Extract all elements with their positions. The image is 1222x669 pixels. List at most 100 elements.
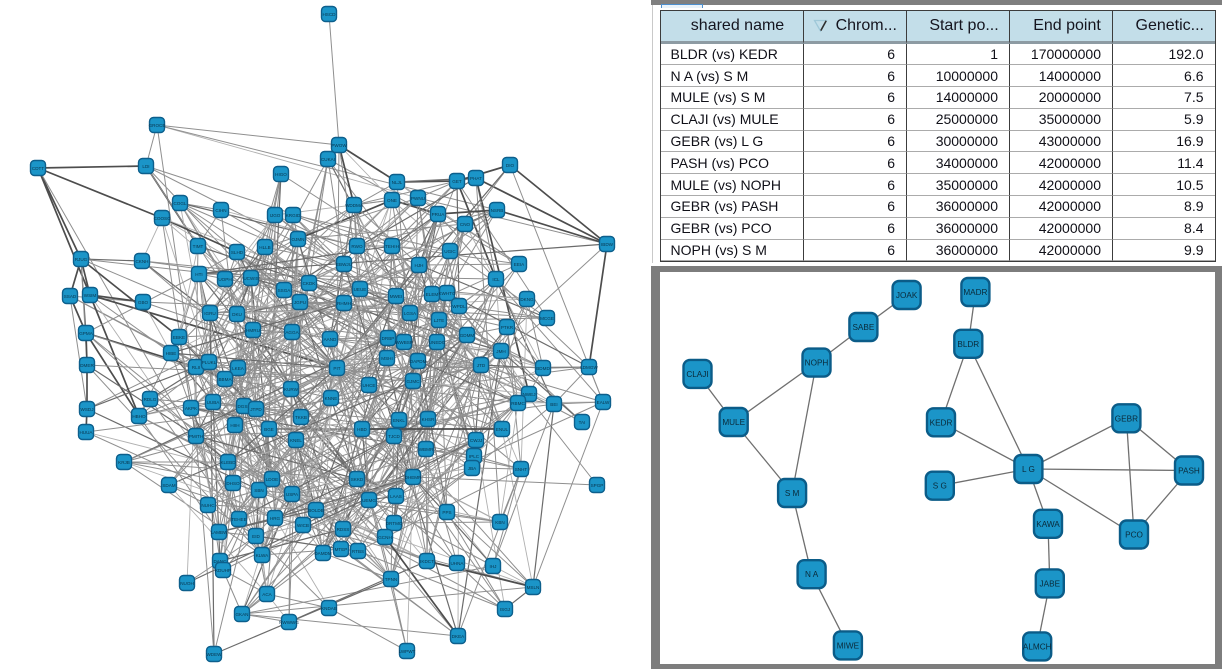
- svg-text:TJCD: TJCD: [388, 434, 400, 439]
- svg-text:CDTT: CDTT: [32, 166, 44, 171]
- svg-text:IKDCT: IKDCT: [420, 559, 434, 564]
- svg-text:DHEMR: DHEMR: [405, 475, 423, 480]
- svg-text:GDMM: GDMM: [460, 333, 475, 338]
- svg-text:TAI: TAI: [579, 420, 586, 425]
- svg-text:JTD: JTD: [477, 363, 486, 368]
- svg-text:KRGID: KRGID: [286, 213, 301, 218]
- svg-text:MADR: MADR: [963, 288, 987, 297]
- svg-text:GBO: GBO: [138, 300, 149, 305]
- svg-text:CKNH: CKNH: [135, 259, 148, 264]
- svg-text:MCGE: MCGE: [540, 316, 554, 321]
- svg-text:WDDMA: WDDMA: [345, 203, 364, 208]
- svg-text:NUOH: NUOH: [180, 581, 194, 586]
- svg-text:PHAT: PHAT: [470, 176, 482, 181]
- svg-text:HTI: HTI: [195, 272, 202, 277]
- svg-text:DHSO: DHSO: [226, 481, 240, 486]
- svg-text:UGIC: UGIC: [444, 249, 456, 254]
- svg-text:DKU: DKU: [232, 312, 242, 317]
- svg-text:GJMC: GJMC: [406, 379, 420, 384]
- svg-text:AGGA: AGGA: [285, 330, 299, 335]
- svg-text:RDLG: RDLG: [144, 397, 157, 402]
- svg-text:EALW: EALW: [597, 400, 610, 405]
- svg-text:KURW: KURW: [284, 387, 299, 392]
- svg-text:HMRU: HMRU: [246, 328, 260, 333]
- svg-text:HLLB: HLLB: [259, 245, 271, 250]
- svg-text:UNEDG: UNEDG: [429, 340, 446, 345]
- svg-text:GEBR: GEBR: [1115, 414, 1138, 423]
- svg-text:HBD: HBD: [357, 427, 367, 432]
- svg-text:SLHD: SLHD: [231, 250, 244, 255]
- svg-text:LDOE: LDOE: [266, 477, 279, 482]
- svg-text:RWO: RWO: [351, 244, 363, 249]
- svg-text:TKKB: TKKB: [295, 415, 307, 420]
- svg-text:BGE: BGE: [264, 427, 274, 432]
- svg-text:EID: EID: [252, 534, 260, 539]
- svg-text:LAMBW: LAMBW: [211, 530, 229, 535]
- svg-text:UEMG: UEMG: [362, 498, 376, 503]
- svg-text:PCO: PCO: [1125, 531, 1143, 540]
- svg-text:AKPK: AKPK: [185, 406, 198, 411]
- svg-text:SNHT: SNHT: [515, 467, 528, 472]
- svg-text:WSIM: WSIM: [84, 293, 97, 298]
- svg-text:KHSR: KHSR: [422, 417, 435, 422]
- svg-text:ENUL: ENUL: [496, 427, 509, 432]
- svg-text:SSAD: SSAD: [64, 294, 77, 299]
- svg-text:RBMC: RBMC: [511, 401, 525, 406]
- svg-text:N A: N A: [805, 570, 819, 579]
- svg-text:HIIH: HIIH: [230, 423, 239, 428]
- svg-text:CLAJI: CLAJI: [686, 370, 708, 379]
- svg-text:WICB: WICB: [297, 523, 309, 528]
- svg-text:L G: L G: [1022, 465, 1035, 474]
- svg-text:PIT: PIT: [333, 366, 340, 371]
- svg-text:BEI: BEI: [550, 402, 557, 407]
- svg-text:OJMN: OJMN: [291, 237, 304, 242]
- svg-text:RLII: RLII: [192, 365, 200, 370]
- svg-text:COOSC: COOSC: [154, 216, 172, 221]
- svg-text:LJTE: LJTE: [434, 318, 445, 323]
- svg-text:RTBS: RTBS: [352, 549, 364, 554]
- svg-text:KLEBD: KLEBD: [220, 460, 236, 465]
- svg-text:IHJ: IHJ: [490, 564, 497, 569]
- svg-text:BBMA: BBMA: [218, 377, 232, 382]
- svg-text:PASH: PASH: [1178, 467, 1200, 476]
- svg-text:JGPU: JGPU: [294, 300, 306, 305]
- svg-text:RJUG: RJUG: [75, 257, 88, 262]
- svg-text:JMH: JMH: [496, 349, 505, 354]
- svg-text:DKNG: DKNG: [520, 297, 534, 302]
- svg-text:KBN: KBN: [495, 520, 504, 525]
- svg-text:HSCD: HSCD: [322, 12, 336, 17]
- svg-text:NSRB: NSRB: [491, 208, 504, 213]
- svg-text:DIO: DIO: [506, 163, 515, 168]
- svg-text:KNEL: KNEL: [290, 438, 302, 443]
- svg-text:RHMH: RHMH: [337, 301, 351, 306]
- svg-text:GKAN: GKAN: [235, 612, 248, 617]
- svg-text:S G: S G: [933, 482, 947, 491]
- svg-text:TEHIH: TEHIH: [385, 244, 399, 249]
- svg-text:TEHEE: TEHEE: [231, 517, 246, 522]
- svg-text:IBDW: IBDW: [601, 242, 614, 247]
- svg-text:GPMA: GPMA: [79, 331, 93, 336]
- svg-text:NUHC: NUHC: [201, 503, 215, 508]
- svg-text:UUBA: UUBA: [207, 400, 221, 405]
- svg-text:DRTMC: DRTMC: [386, 521, 403, 526]
- svg-text:NLJL: NLJL: [392, 180, 403, 185]
- svg-text:PLUKL: PLUKL: [202, 360, 217, 365]
- svg-text:CWJJ: CWJJ: [470, 438, 482, 443]
- svg-text:PWOW: PWOW: [331, 143, 347, 148]
- svg-text:DGSK: DGSK: [237, 404, 251, 409]
- svg-text:NWEJ: NWEJ: [522, 392, 535, 397]
- svg-text:JBA: JBA: [468, 466, 477, 471]
- svg-text:RDSS: RDSS: [337, 527, 350, 532]
- svg-text:COGL: COGL: [173, 201, 186, 206]
- svg-text:EBKE: EBKE: [173, 335, 185, 340]
- svg-text:AAND: AAND: [324, 337, 337, 342]
- svg-text:ISGJ: ISGJ: [500, 607, 510, 612]
- svg-text:ENKL: ENKL: [393, 418, 405, 423]
- svg-text:DKEA: DKEA: [452, 634, 465, 639]
- svg-text:WSDJ: WSDJ: [80, 407, 93, 412]
- svg-text:MIWE: MIWE: [837, 641, 860, 650]
- svg-text:HBHO: HBHO: [132, 414, 146, 419]
- svg-text:BLDR: BLDR: [957, 340, 979, 349]
- svg-text:WBMR: WBMR: [419, 447, 434, 452]
- svg-text:KNDAB: KNDAB: [321, 606, 337, 611]
